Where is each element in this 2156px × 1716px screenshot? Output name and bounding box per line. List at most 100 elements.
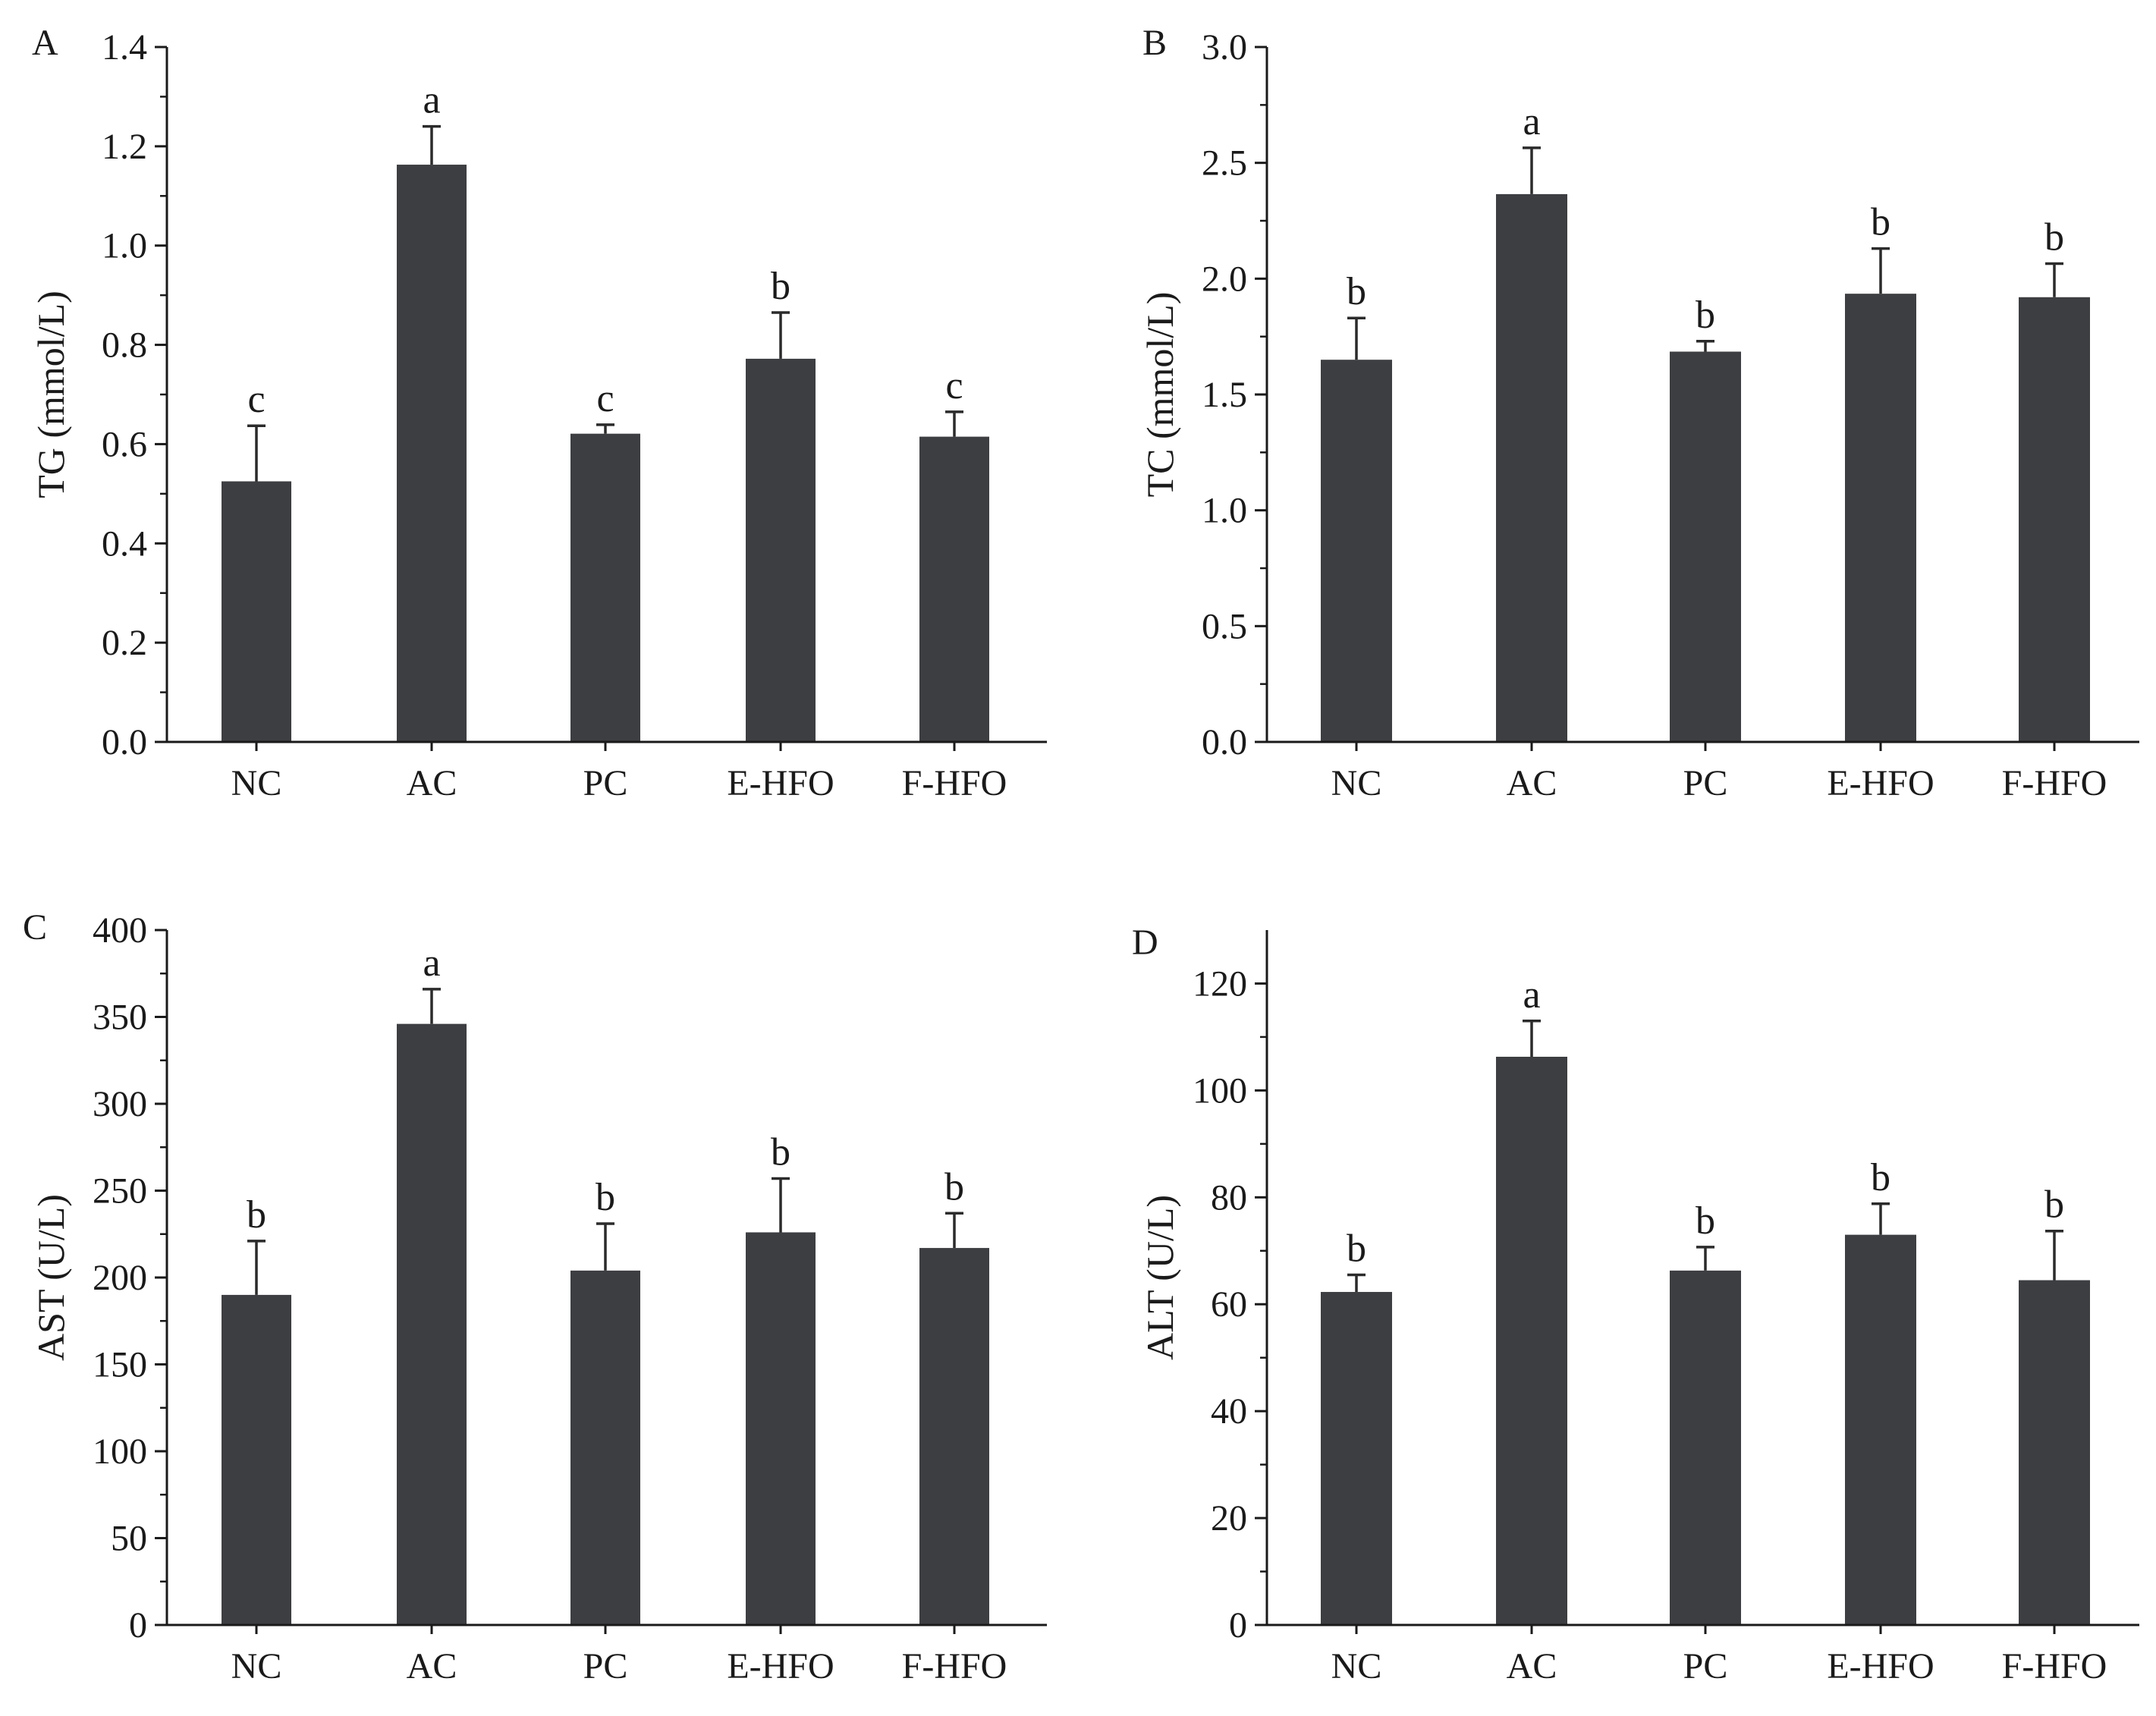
error-bar-tc-e-hfo bbox=[1872, 247, 1890, 294]
y-tick-label-tc: 1.5 bbox=[1202, 375, 1247, 415]
panel-letter-d: D bbox=[1132, 922, 1158, 963]
x-tick-label-ast-ac: AC bbox=[407, 1646, 457, 1686]
significance-label-tc-pc: b bbox=[1696, 294, 1715, 337]
chart-panel-tg: A c NC a AC c PC b E-HFO c F-HFO 0.0 0.2 0.4 0.6 0.8 1.… bbox=[30, 23, 1047, 803]
significance-label-tc-f-hfo: b bbox=[2044, 215, 2064, 259]
error-bar-alt-ac bbox=[1523, 1020, 1541, 1057]
y-tick-label-alt: 20 bbox=[1211, 1498, 1247, 1538]
y-tick-label-ast: 100 bbox=[93, 1432, 147, 1472]
y-tick-label-alt: 100 bbox=[1193, 1070, 1247, 1111]
x-tick-label-tc-ac: AC bbox=[1507, 763, 1557, 803]
y-tick-label-tc: 0.0 bbox=[1202, 722, 1247, 762]
significance-label-tc-ac: a bbox=[1523, 100, 1540, 143]
y-tick-label-tc: 1.0 bbox=[1202, 491, 1247, 531]
y-tick-label-tg: 1.4 bbox=[102, 27, 147, 68]
x-tick-label-tg-pc: PC bbox=[583, 763, 628, 803]
error-bar-tc-ac bbox=[1523, 146, 1541, 194]
error-bar-tg-nc bbox=[247, 424, 266, 482]
x-tick-label-alt-f-hfo: F-HFO bbox=[2002, 1646, 2107, 1686]
y-tick-label-tc: 0.5 bbox=[1202, 606, 1247, 646]
significance-label-tg-nc: c bbox=[247, 378, 265, 421]
y-tick-label-tg: 0.6 bbox=[102, 424, 147, 464]
significance-label-alt-e-hfo: b bbox=[1871, 1156, 1890, 1199]
bar-alt-f-hfo bbox=[2019, 1280, 2090, 1625]
y-axis-title-tg: TG (mmol/L) bbox=[30, 291, 72, 498]
y-tick-label-alt: 60 bbox=[1211, 1284, 1247, 1325]
bar-tg-ac bbox=[397, 165, 467, 742]
x-tick-label-alt-e-hfo: E-HFO bbox=[1827, 1646, 1934, 1686]
bar-ast-ac bbox=[397, 1023, 467, 1625]
bar-tc-nc bbox=[1321, 360, 1392, 742]
error-bar-tg-pc bbox=[596, 423, 614, 434]
significance-label-ast-ac: a bbox=[423, 941, 440, 985]
x-tick-label-tg-nc: NC bbox=[231, 763, 282, 803]
significance-label-alt-nc: b bbox=[1347, 1227, 1366, 1270]
significance-label-ast-e-hfo: b bbox=[771, 1130, 790, 1174]
y-tick-label-tg: 0.2 bbox=[102, 623, 147, 663]
y-tick-label-ast: 200 bbox=[93, 1258, 147, 1298]
significance-label-tg-f-hfo: c bbox=[945, 364, 963, 407]
bar-alt-pc bbox=[1670, 1270, 1741, 1625]
significance-label-alt-pc: b bbox=[1696, 1199, 1715, 1243]
error-bar-ast-ac bbox=[423, 988, 441, 1024]
significance-label-ast-nc: b bbox=[247, 1193, 266, 1237]
y-tick-label-tc: 2.5 bbox=[1202, 143, 1247, 184]
bar-ast-e-hfo bbox=[746, 1232, 816, 1625]
significance-label-tc-e-hfo: b bbox=[1871, 201, 1890, 244]
error-bar-alt-nc bbox=[1347, 1273, 1366, 1293]
error-bar-ast-e-hfo bbox=[772, 1177, 790, 1233]
chart-panel-ast: C b NC a AC b PC b E-HFO b F-HFO 0 50 100 150 200 250 30… bbox=[23, 907, 1047, 1686]
y-tick-label-tc: 3.0 bbox=[1202, 27, 1247, 68]
x-tick-label-ast-e-hfo: E-HFO bbox=[727, 1646, 834, 1686]
significance-label-tg-e-hfo: b bbox=[771, 265, 790, 308]
y-tick-label-alt: 40 bbox=[1211, 1391, 1247, 1432]
error-bar-tg-f-hfo bbox=[945, 410, 963, 437]
significance-label-tc-nc: b bbox=[1347, 270, 1366, 313]
y-tick-label-tc: 2.0 bbox=[1202, 259, 1247, 299]
significance-label-alt-ac: a bbox=[1523, 973, 1540, 1017]
bar-ast-pc bbox=[570, 1270, 640, 1625]
chart-panel-alt: D b NC a AC b PC b E-HFO b F-HFO 0 20 40 60 80 100 120 AL… bbox=[1132, 922, 2139, 1686]
y-tick-label-ast: 50 bbox=[111, 1519, 147, 1559]
bar-tc-ac bbox=[1496, 193, 1567, 743]
x-tick-label-ast-nc: NC bbox=[231, 1646, 282, 1686]
error-bar-tc-pc bbox=[1696, 340, 1714, 352]
x-tick-label-alt-pc: PC bbox=[1683, 1646, 1728, 1686]
y-tick-label-ast: 250 bbox=[93, 1171, 147, 1212]
panel-letter-b: B bbox=[1142, 23, 1167, 63]
bar-tc-pc bbox=[1670, 351, 1741, 743]
y-tick-label-tg: 0.4 bbox=[102, 523, 147, 564]
x-tick-label-tc-e-hfo: E-HFO bbox=[1827, 763, 1934, 803]
y-tick-label-alt: 80 bbox=[1211, 1177, 1247, 1218]
x-tick-label-tc-nc: NC bbox=[1331, 763, 1382, 803]
bar-tg-nc bbox=[222, 481, 291, 742]
y-tick-label-ast: 150 bbox=[93, 1345, 147, 1385]
x-tick-label-alt-nc: NC bbox=[1331, 1646, 1382, 1686]
bar-tg-f-hfo bbox=[919, 436, 989, 742]
y-tick-label-ast: 400 bbox=[93, 910, 147, 951]
panel-letter-a: A bbox=[32, 23, 58, 63]
significance-label-alt-f-hfo: b bbox=[2044, 1183, 2064, 1227]
significance-label-ast-pc: b bbox=[596, 1176, 615, 1219]
x-tick-label-tc-f-hfo: F-HFO bbox=[2002, 763, 2107, 803]
error-bar-ast-pc bbox=[596, 1222, 614, 1271]
bar-alt-nc bbox=[1321, 1292, 1392, 1625]
bar-ast-nc bbox=[222, 1294, 291, 1625]
x-tick-label-ast-f-hfo: F-HFO bbox=[902, 1646, 1007, 1686]
error-bar-alt-e-hfo bbox=[1872, 1202, 1890, 1235]
error-bar-tc-f-hfo bbox=[2045, 262, 2063, 297]
bar-tc-e-hfo bbox=[1845, 294, 1916, 742]
significance-label-tg-ac: a bbox=[423, 79, 440, 122]
y-tick-label-ast: 350 bbox=[93, 998, 147, 1038]
x-tick-label-ast-pc: PC bbox=[583, 1646, 628, 1686]
y-tick-label-tg: 0.0 bbox=[102, 722, 147, 762]
y-tick-label-alt: 0 bbox=[1229, 1605, 1247, 1645]
error-bar-ast-f-hfo bbox=[945, 1212, 963, 1249]
y-axis-title-alt: ALT (U/L) bbox=[1139, 1195, 1181, 1360]
bar-alt-e-hfo bbox=[1845, 1234, 1916, 1625]
bar-tc-f-hfo bbox=[2019, 297, 2090, 742]
y-tick-label-tg: 1.2 bbox=[102, 127, 147, 167]
error-bar-tg-ac bbox=[423, 124, 441, 165]
panel-letter-c: C bbox=[23, 907, 47, 948]
bar-ast-f-hfo bbox=[919, 1248, 989, 1625]
